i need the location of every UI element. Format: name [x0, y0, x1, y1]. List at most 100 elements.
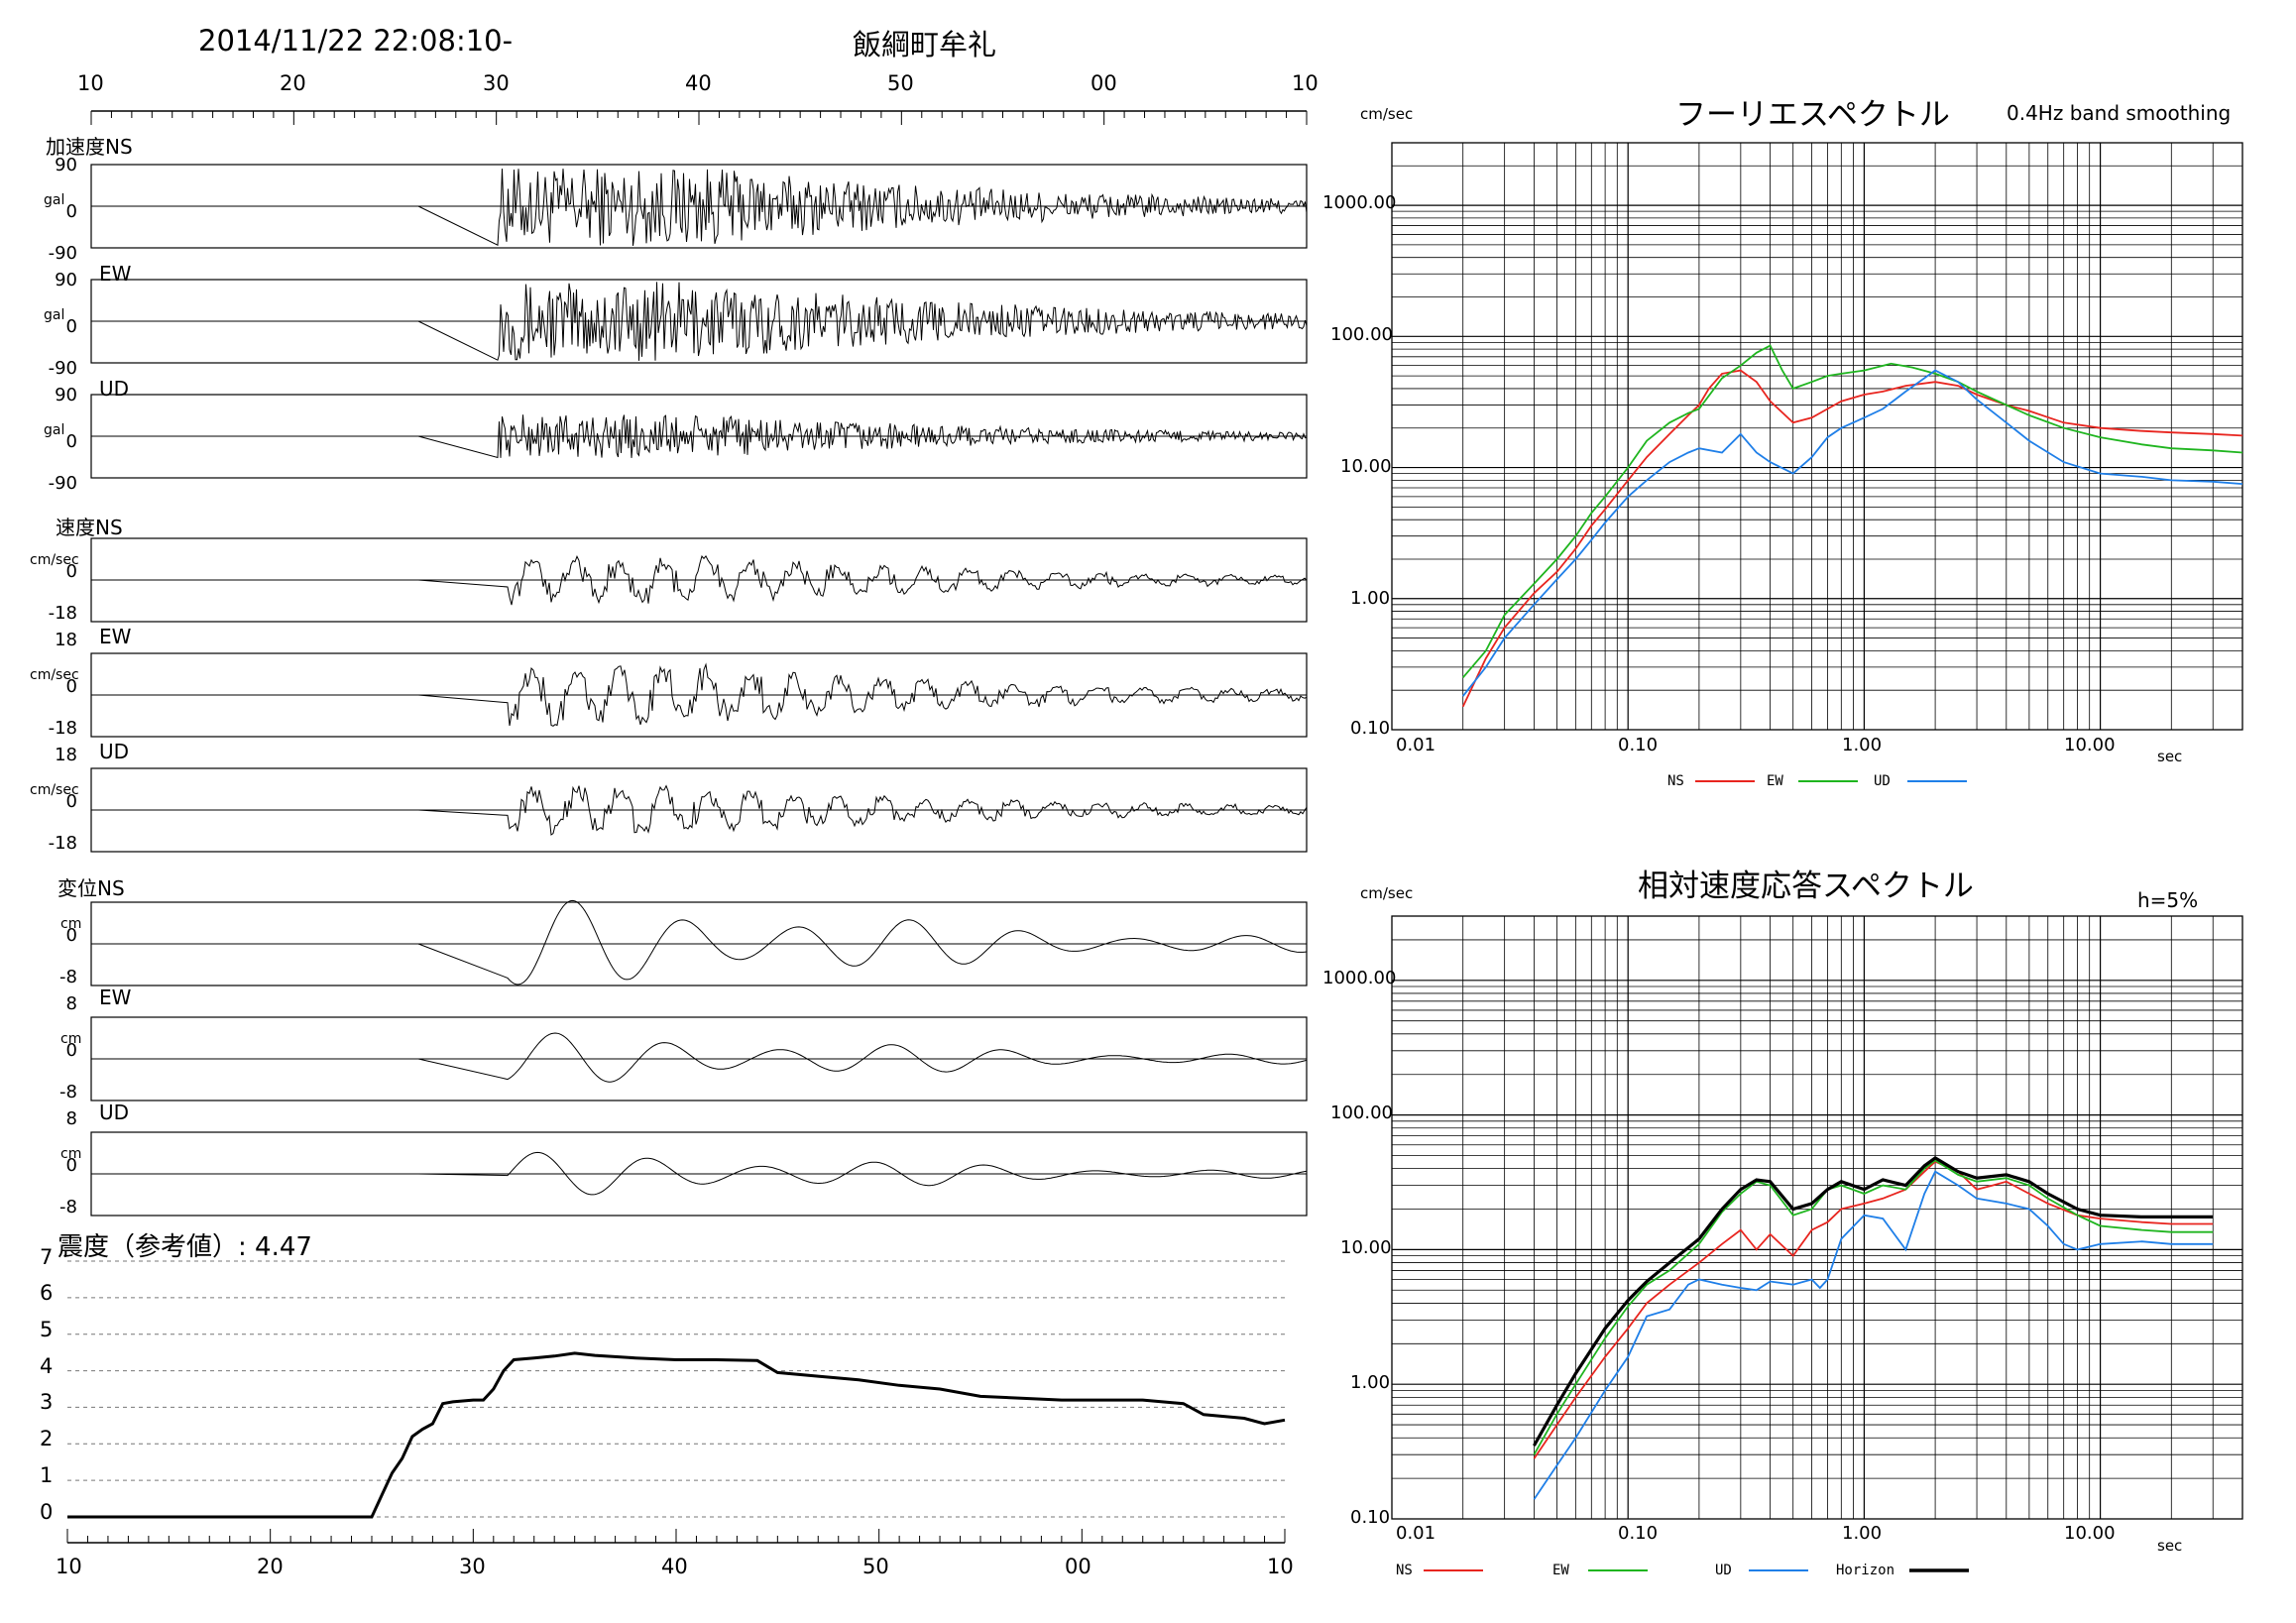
seismic-waveform	[417, 282, 1308, 361]
trace-scale-top: 18	[55, 745, 77, 765]
time-tick-label: 10	[1292, 71, 1319, 95]
response-x-tick: 10.00	[2064, 1523, 2116, 1544]
trace-label-vel-ud: UD	[99, 740, 130, 763]
seismic-waveform	[417, 414, 1308, 459]
response-x-tick: 1.00	[1842, 1523, 1883, 1544]
trace-label-disp-ns: 変位NS	[57, 876, 125, 900]
response-y-tick: 1000.00	[1322, 968, 1397, 988]
trace-unit: cm	[60, 1146, 82, 1162]
trace-unit: cm/sec	[30, 782, 79, 798]
trace-scale-bottom: -18	[48, 833, 77, 854]
trace-scale-bottom: -90	[48, 358, 77, 379]
intensity-x-tick: 00	[1065, 1555, 1091, 1578]
fourier-x-unit: sec	[2157, 748, 2183, 765]
fourier-series-ud	[1461, 369, 2243, 697]
trace-scale-mid: 0	[65, 316, 77, 337]
fourier-y-tick: 0.10	[1350, 718, 1391, 739]
trace-label-disp-ew: EW	[99, 985, 132, 1009]
trace-unit: cm	[60, 1031, 82, 1047]
intensity-y-tick: 5	[40, 1318, 54, 1341]
response-frame	[1391, 915, 2243, 1520]
seismic-waveform	[417, 784, 1308, 836]
time-tick-label: 30	[483, 71, 510, 95]
fourier-x-tick: 1.00	[1842, 735, 1883, 755]
response-y-tick: 0.10	[1350, 1507, 1391, 1528]
trace-scale-mid: 0	[65, 676, 77, 697]
seismic-waveform	[417, 554, 1308, 606]
intensity-x-tick: 30	[459, 1555, 486, 1578]
trace-scale-bottom: -18	[48, 603, 77, 624]
fourier-y-tick: 1000.00	[1322, 192, 1397, 213]
trace-label-disp-ud: UD	[99, 1101, 130, 1124]
trace-scale-mid: 0	[65, 1040, 77, 1061]
intensity-x-tick: 40	[661, 1555, 688, 1578]
trace-scale-bottom: -90	[48, 243, 77, 264]
response-y-tick: 1.00	[1350, 1372, 1391, 1393]
response-y-tick: 100.00	[1330, 1102, 1393, 1123]
fourier-legend-label: NS	[1667, 773, 1684, 789]
fourier-x-tick: 10.00	[2064, 735, 2116, 755]
time-tick-label: 00	[1091, 71, 1117, 95]
trace-scale-bottom: -8	[59, 967, 77, 987]
fourier-y-tick: 100.00	[1330, 324, 1393, 345]
intensity-x-tick: 10	[1267, 1555, 1294, 1578]
trace-scale-mid: 0	[65, 431, 77, 452]
intensity-y-tick: 4	[40, 1354, 54, 1378]
intensity-series-line	[67, 1351, 1286, 1519]
intensity-x-tick: 50	[862, 1555, 889, 1578]
response-damping: h=5%	[2137, 888, 2199, 912]
response-series-ud	[1533, 1170, 2214, 1500]
trace-scale-bottom: -8	[59, 1197, 77, 1217]
trace-unit: cm/sec	[30, 667, 79, 683]
trace-scale-top: 90	[55, 155, 77, 175]
seismic-waveform	[417, 169, 1308, 246]
response-series-ns	[1533, 1160, 2214, 1459]
intensity-y-tick: 6	[40, 1281, 54, 1305]
intensity-x-tick: 10	[56, 1555, 82, 1578]
intensity-y-tick: 2	[40, 1427, 54, 1450]
trace-unit: cm	[60, 916, 82, 932]
fourier-unit: cm/sec	[1360, 105, 1414, 123]
fourier-series-ew	[1462, 344, 2243, 678]
trace-label-vel-ns: 速度NS	[56, 516, 123, 539]
time-tick-label: 20	[280, 71, 306, 95]
trace-unit: gal	[44, 307, 65, 323]
trace-label-acc-ew: EW	[99, 262, 132, 286]
response-legend-label: UD	[1715, 1563, 1732, 1578]
response-legend-label: EW	[1552, 1563, 1569, 1578]
intensity-title: 震度（参考値）: 4.47	[57, 1232, 312, 1262]
response-x-unit: sec	[2157, 1537, 2183, 1555]
fourier-title: フーリエスペクトル	[1675, 97, 1950, 133]
trace-scale-bottom: -90	[48, 473, 77, 494]
trace-label-vel-ew: EW	[99, 625, 132, 648]
response-x-tick: 0.10	[1618, 1523, 1659, 1544]
trace-label-acc-ns: 加速度NS	[46, 135, 133, 159]
trace-scale-mid: 0	[65, 791, 77, 812]
fourier-legend-label: UD	[1874, 773, 1891, 789]
trace-unit: gal	[44, 192, 65, 208]
trace-unit: gal	[44, 422, 65, 438]
fourier-subtitle: 0.4Hz band smoothing	[2007, 101, 2232, 125]
response-series-ew	[1533, 1159, 2214, 1455]
response-series-horizon	[1533, 1155, 2214, 1447]
response-y-tick: 10.00	[1340, 1237, 1392, 1258]
intensity-x-tick: 20	[257, 1555, 284, 1578]
intensity-y-tick: 0	[40, 1500, 54, 1524]
trace-scale-top: 8	[65, 1108, 77, 1129]
fourier-frame	[1391, 142, 2243, 731]
trace-scale-top: 90	[55, 270, 77, 290]
station-name: 飯綱町牟礼	[853, 28, 997, 61]
fourier-series-ns	[1461, 369, 2243, 708]
trace-scale-bottom: -18	[48, 718, 77, 739]
response-unit: cm/sec	[1360, 884, 1414, 902]
trace-scale-mid: 0	[65, 201, 77, 222]
trace-scale-top: 8	[65, 993, 77, 1014]
response-legend-label: Horizon	[1836, 1563, 1895, 1578]
seismic-waveform	[417, 1032, 1308, 1083]
response-legend-label: NS	[1396, 1563, 1413, 1578]
trace-unit: cm/sec	[30, 552, 79, 568]
response-title: 相対速度応答スペクトル	[1638, 869, 1974, 904]
seismic-waveform	[417, 899, 1308, 985]
